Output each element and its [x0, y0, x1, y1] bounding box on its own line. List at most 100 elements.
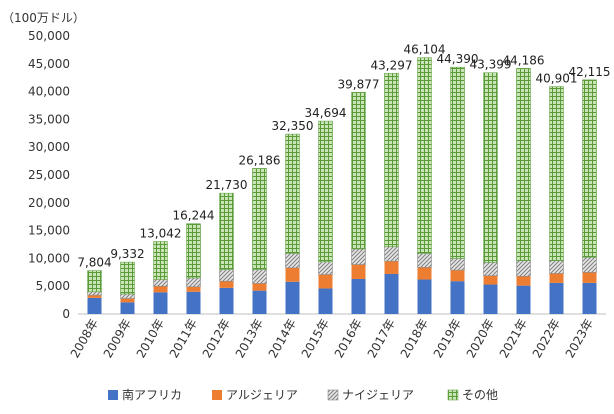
- bar-segment: [120, 293, 135, 299]
- total-data-label: 34,694: [305, 106, 347, 120]
- bar-segment: [186, 291, 201, 314]
- y-axis-ticks: 0 5,000 10,000 15,000 20,000 25,000 30,000 35,0…: [28, 29, 70, 321]
- x-tick-label: 2014年: [266, 317, 299, 361]
- bar-segment: [582, 256, 597, 273]
- x-tick-label: 2010年: [134, 317, 167, 361]
- bar-segment: [450, 258, 465, 271]
- x-tick-label: 2022年: [530, 317, 563, 361]
- total-data-label: 39,877: [338, 77, 380, 91]
- bar-segment: [87, 291, 102, 296]
- bar-segment: [153, 292, 168, 314]
- bar-segment: [153, 241, 168, 280]
- bar-segment: [153, 286, 168, 293]
- bar-segment: [87, 270, 102, 293]
- bar-segment: [285, 267, 300, 282]
- bar-segment: [219, 269, 234, 282]
- bar-segment: [186, 286, 201, 292]
- bar-segment: [450, 66, 465, 259]
- total-data-label: 16,244: [173, 209, 215, 223]
- total-data-label: 13,042: [140, 226, 182, 240]
- bars-layer: [87, 57, 597, 314]
- bar-segment: [549, 86, 564, 261]
- y-tick-label: 10,000: [28, 251, 70, 265]
- x-tick-label: 2009年: [101, 317, 134, 361]
- legend: 南アフリカ アルジェリア ナイジェリア その他: [108, 387, 498, 402]
- total-data-label: 21,730: [206, 178, 248, 192]
- bar-segment: [483, 261, 498, 276]
- bar-segment: [120, 261, 135, 295]
- y-tick-label: 25,000: [28, 168, 70, 182]
- x-tick-label: 2008年: [68, 317, 101, 361]
- bar-segment: [219, 192, 234, 270]
- bar-segment: [384, 72, 399, 248]
- total-data-label: 26,186: [239, 153, 281, 167]
- bar-segment: [516, 68, 531, 261]
- bar-segment: [516, 276, 531, 286]
- y-tick-label: 50,000: [28, 29, 70, 43]
- bar-segment: [417, 253, 432, 268]
- legend-swatch: [327, 389, 339, 401]
- total-data-label: 44,186: [503, 53, 545, 67]
- bar-segment: [384, 261, 399, 274]
- y-axis-unit-label: （100万ドル）: [2, 11, 85, 25]
- total-data-label: 7,804: [77, 256, 111, 270]
- legend-swatch: [108, 390, 118, 400]
- total-data-label: 46,104: [404, 43, 446, 57]
- total-data-label: 9,332: [110, 247, 144, 261]
- bar-segment: [120, 302, 135, 314]
- bar-segment: [318, 288, 333, 314]
- legend-label: 南アフリカ: [122, 387, 182, 402]
- bar-segment: [318, 274, 333, 289]
- legend-label: その他: [462, 388, 498, 402]
- bar-segment: [318, 120, 333, 263]
- bar-segment: [582, 79, 597, 258]
- bar-segment: [582, 282, 597, 314]
- bar-segment: [351, 264, 366, 279]
- x-tick-label: 2019年: [431, 317, 464, 361]
- bar-segment: [87, 295, 102, 298]
- bar-segment: [252, 269, 267, 284]
- y-tick-label: 45,000: [28, 57, 70, 71]
- bar-segment: [285, 253, 300, 269]
- bar-segment: [417, 267, 432, 280]
- bar-segment: [384, 273, 399, 314]
- bar-segment: [252, 290, 267, 314]
- y-tick-label: 35,000: [28, 112, 70, 126]
- legend-swatch: [212, 390, 222, 400]
- bar-segment: [351, 91, 366, 250]
- x-tick-label: 2023年: [563, 317, 596, 361]
- bar-segment: [450, 281, 465, 314]
- bar-segment: [483, 284, 498, 314]
- x-tick-label: 2011年: [167, 317, 200, 361]
- bar-segment: [483, 275, 498, 285]
- bar-segment: [219, 281, 234, 288]
- bar-segment: [318, 261, 333, 275]
- total-data-label: 40,901: [536, 72, 578, 86]
- bar-segment: [549, 282, 564, 314]
- y-tick-label: 20,000: [28, 196, 70, 210]
- y-tick-label: 0: [62, 307, 70, 321]
- total-data-label: 43,297: [371, 58, 413, 72]
- total-data-label: 43,399: [470, 58, 512, 72]
- total-data-label: 42,115: [569, 65, 611, 79]
- x-tick-label: 2017年: [365, 317, 398, 361]
- bar-segment: [351, 248, 366, 265]
- x-tick-label: 2016年: [332, 317, 365, 361]
- y-tick-label: 30,000: [28, 140, 70, 154]
- bar-segment: [87, 297, 102, 314]
- legend-swatch: [447, 389, 459, 401]
- bar-segment: [186, 277, 201, 288]
- bar-segment: [384, 246, 399, 262]
- y-tick-label: 5,000: [36, 279, 70, 293]
- bar-segment: [549, 260, 564, 274]
- x-tick-label: 2021年: [497, 317, 530, 361]
- bar-segment: [582, 272, 597, 283]
- x-tick-label: 2012年: [200, 317, 233, 361]
- bar-segment: [285, 281, 300, 314]
- bar-segment: [483, 72, 498, 263]
- bar-segment: [351, 278, 366, 314]
- y-tick-label: 15,000: [28, 224, 70, 238]
- bar-segment: [549, 273, 564, 283]
- bar-segment: [252, 283, 267, 291]
